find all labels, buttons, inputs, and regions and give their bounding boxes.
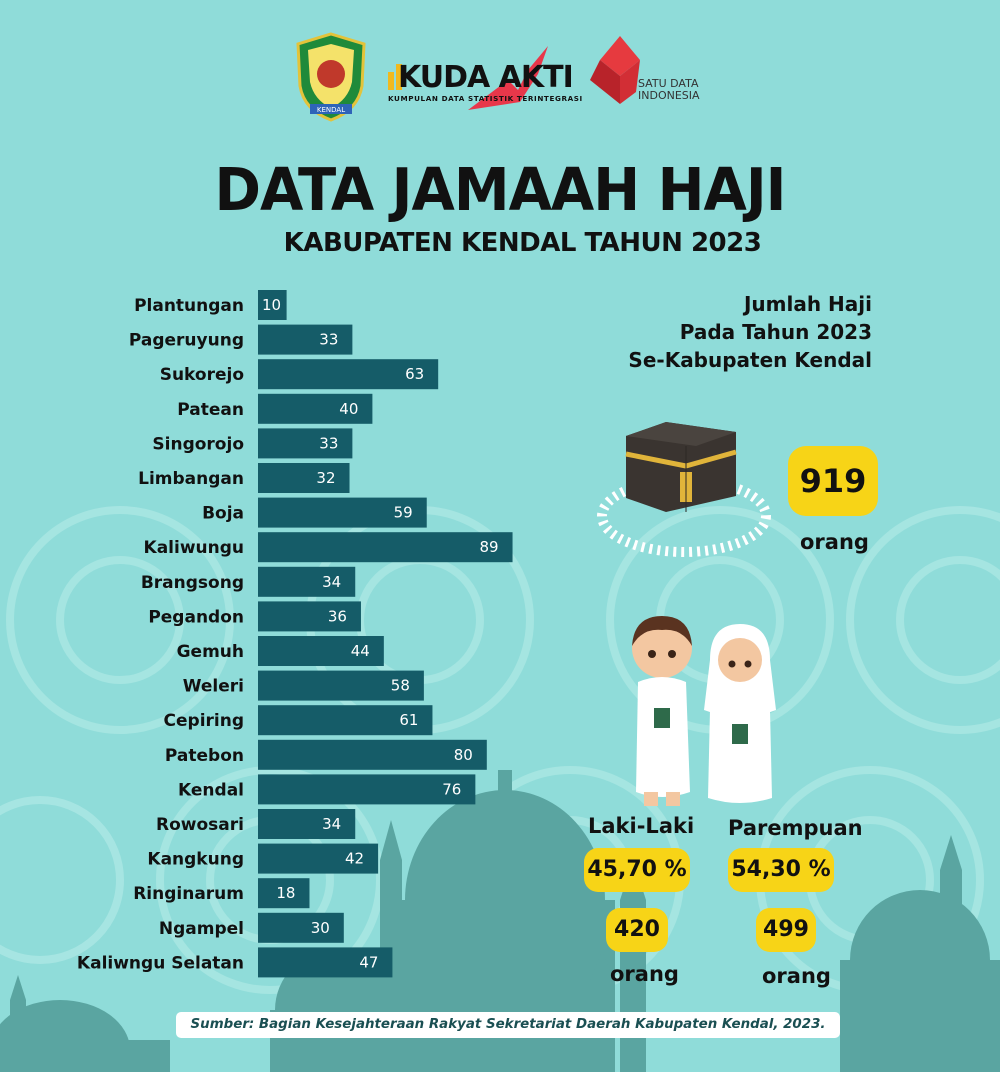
bar-weleri — [258, 670, 424, 701]
female-label: Parempuan — [728, 816, 863, 840]
value-label: 44 — [351, 642, 370, 660]
value-label: 18 — [276, 884, 295, 902]
value-label: 59 — [394, 504, 413, 522]
total-badge: 919 — [788, 446, 878, 516]
total-unit-label: orang — [800, 530, 869, 554]
bar-kaliwngu-selatan — [258, 947, 393, 978]
value-label: 36 — [328, 607, 347, 625]
category-label: Brangsong — [141, 573, 244, 593]
source-note: Sumber: Bagian Kesejahteraan Rakyat Sekr… — [176, 1012, 840, 1038]
satu-data-indonesia-logo: SATU DATA INDONESIA — [590, 36, 720, 106]
value-label: 33 — [319, 331, 338, 349]
male-percent-badge: 45,70 % — [584, 848, 690, 892]
male-unit-label: orang — [610, 962, 679, 986]
kuda-akti-name: KUDA AKTI — [398, 60, 574, 95]
category-label: Rowosari — [156, 815, 244, 835]
category-label: Pageruyung — [129, 331, 244, 351]
pilgrim-boy-illustration — [632, 616, 692, 806]
value-label: 61 — [399, 711, 418, 729]
bar-boja — [258, 497, 427, 528]
male-count-badge: 420 — [606, 908, 668, 952]
value-label: 89 — [479, 538, 498, 556]
bar-gemuh — [258, 636, 384, 666]
bar-sukorejo — [258, 359, 439, 390]
category-label: Cepiring — [164, 711, 244, 731]
bar-singorojo — [258, 428, 353, 459]
bar-limbangan — [258, 463, 350, 493]
bar-patean — [258, 393, 373, 424]
summary-heading: Jumlah Haji Pada Tahun 2023 Se-Kabupaten… — [628, 290, 872, 374]
category-label: Patebon — [165, 746, 244, 766]
male-label: Laki-Laki — [588, 814, 695, 838]
logo-kendal-text: KENDAL — [317, 106, 345, 114]
female-unit-label: orang — [762, 964, 831, 988]
value-label: 58 — [391, 677, 410, 695]
category-label: Boja — [202, 504, 244, 524]
category-label: Ringinarum — [133, 884, 244, 904]
value-label: 10 — [262, 296, 281, 314]
category-label: Kangkung — [147, 850, 244, 870]
value-label: 42 — [345, 850, 364, 868]
bar-kendal — [258, 774, 476, 805]
category-label: Singorojo — [152, 434, 244, 454]
category-label: Kaliwungu — [144, 538, 244, 558]
page-subtitle: KABUPATEN KENDAL TAHUN 2023 — [283, 228, 762, 258]
kuda-akti-tagline: KUMPULAN DATA STATISTIK TERINTEGRASI — [388, 94, 583, 103]
value-label: 30 — [311, 919, 330, 937]
value-label: 76 — [442, 780, 461, 798]
bar-pegandon — [258, 601, 361, 632]
value-label: 47 — [359, 953, 378, 971]
value-label: 34 — [322, 815, 341, 833]
bar-rowosari — [258, 809, 356, 839]
category-label: Weleri — [183, 677, 244, 697]
bar-ngampel — [258, 912, 344, 943]
summary-heading-line3: Se-Kabupaten Kendal — [628, 348, 872, 372]
satu-data-text: SATU DATA INDONESIA — [638, 77, 700, 102]
pilgrim-girl-illustration — [704, 624, 776, 803]
category-label: Limbangan — [138, 469, 244, 489]
female-count-badge: 499 — [756, 908, 816, 952]
value-label: 33 — [319, 434, 338, 452]
bar-pageruyung — [258, 324, 353, 355]
category-label: Gemuh — [177, 642, 244, 662]
bar-brangsong — [258, 566, 356, 597]
summary-heading-line1: Jumlah Haji — [743, 292, 872, 316]
kaaba-illustration — [597, 422, 771, 557]
value-label: 40 — [339, 400, 358, 418]
bar-plantungan — [258, 290, 287, 320]
category-label: Plantungan — [134, 296, 244, 316]
bar-cepiring — [258, 705, 433, 736]
category-label: Kaliwngu Selatan — [77, 953, 244, 973]
bar-kangkung — [258, 843, 379, 874]
summary-heading-line2: Pada Tahun 2023 — [679, 320, 872, 344]
category-label: Kendal — [178, 780, 244, 800]
bar-patebon — [258, 739, 487, 770]
female-percent-badge: 54,30 % — [728, 848, 834, 892]
category-label: Ngampel — [159, 919, 244, 939]
kuda-akti-logo: KUDA AKTI KUMPULAN DATA STATISTIK TERINT… — [388, 40, 582, 116]
category-label: Pegandon — [148, 607, 244, 627]
value-label: 34 — [322, 573, 341, 591]
category-label: Patean — [177, 400, 244, 420]
page-title: DATA JAMAAH HAJI — [214, 156, 787, 225]
kendal-regency-logo: KENDAL — [292, 30, 370, 122]
bar-ringinarum — [258, 878, 310, 909]
value-label: 32 — [316, 469, 335, 487]
value-label: 80 — [454, 746, 473, 764]
value-label: 63 — [405, 365, 424, 383]
bar-kaliwungu — [258, 532, 513, 563]
category-label: Sukorejo — [160, 365, 244, 385]
